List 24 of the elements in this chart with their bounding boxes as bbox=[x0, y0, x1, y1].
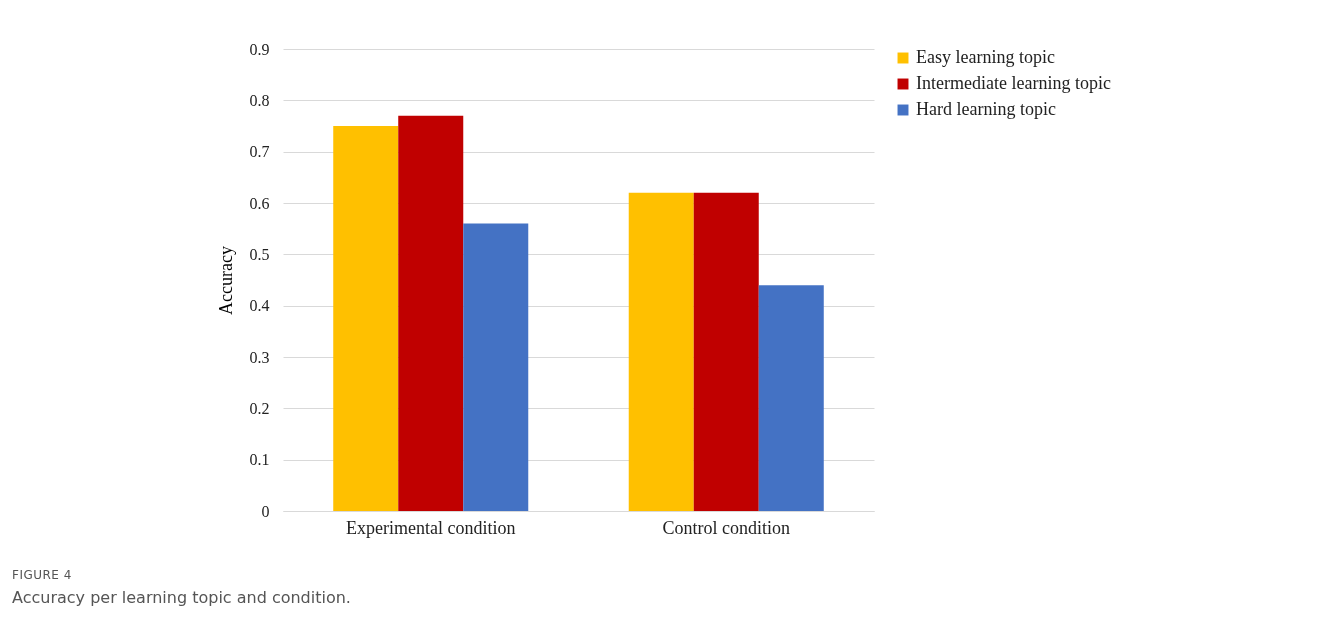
y-tick-label: 0.6 bbox=[249, 194, 270, 212]
y-tick-label: 0.9 bbox=[249, 40, 270, 58]
bar bbox=[333, 126, 399, 511]
legend-label: Easy learning topic bbox=[916, 47, 1055, 67]
x-tick-label: Control condition bbox=[662, 517, 790, 538]
x-tick-label: Experimental condition bbox=[346, 517, 516, 538]
caption: FIGURE 4 bbox=[12, 568, 73, 582]
y-tick-label: 0.5 bbox=[249, 245, 270, 263]
bar bbox=[628, 192, 694, 511]
y-tick-label: 0.8 bbox=[249, 91, 270, 109]
bar bbox=[758, 285, 824, 511]
y-tick-label: 0.1 bbox=[249, 451, 270, 469]
legend-label: Hard learning topic bbox=[916, 99, 1056, 119]
y-tick-label: 0.3 bbox=[249, 348, 270, 366]
y-tick-label: 0.2 bbox=[249, 399, 270, 417]
bar bbox=[463, 223, 529, 511]
y-tick-label: 0.4 bbox=[249, 297, 270, 315]
legend-label: Intermediate learning topic bbox=[916, 73, 1111, 93]
bar bbox=[398, 115, 464, 511]
y-tick-label: 0.7 bbox=[249, 143, 270, 161]
y-tick-label: 0 bbox=[261, 502, 270, 520]
text: Accuracy per learning topic and condition. bbox=[12, 588, 351, 607]
bar bbox=[693, 192, 759, 511]
y-axis-title: Accuracy bbox=[215, 246, 236, 315]
